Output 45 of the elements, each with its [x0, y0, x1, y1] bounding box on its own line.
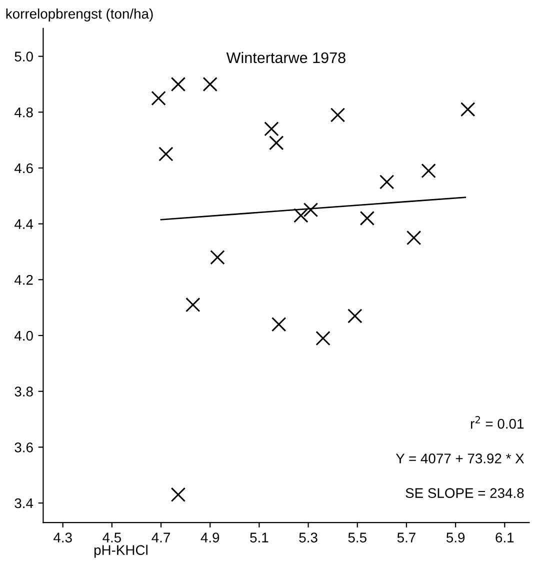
point	[170, 487, 186, 502]
y-tick-label: 5.0	[14, 52, 33, 62]
x-tick-label: 5.5	[348, 532, 366, 542]
x-tick-label: 5.1	[250, 532, 268, 542]
point	[264, 122, 279, 136]
x-tick-label: 5.3	[299, 532, 318, 542]
x-tick-label: 6.1	[496, 532, 514, 542]
y-tick-label: 3.6	[14, 442, 33, 452]
point	[170, 76, 186, 92]
x-tick-label: 5.7	[397, 532, 416, 542]
point	[202, 76, 218, 92]
point	[330, 108, 346, 122]
y-tick-label: 4.4	[14, 219, 34, 229]
annotation: r$^{2}$ = 0.01	[470, 416, 524, 429]
text: Wintertarwe 1978	[226, 52, 346, 64]
point	[360, 210, 375, 226]
x-tick-label: 4.7	[152, 532, 170, 542]
point	[271, 316, 286, 332]
y-tick-label: 4.0	[14, 330, 33, 341]
x-axis-title: pH-KHCl	[94, 544, 148, 558]
point	[348, 308, 362, 324]
y-tick-label: 4.8	[14, 107, 33, 118]
point	[158, 146, 174, 162]
x-tick-label: 5.9	[446, 532, 465, 542]
point	[316, 330, 330, 346]
point	[294, 208, 308, 223]
y-tick-label: 4.6	[14, 163, 33, 174]
x-tick-label: 4.3	[54, 532, 72, 542]
point	[210, 250, 225, 265]
point	[303, 202, 318, 218]
y-tick-label: 4.2	[14, 275, 33, 285]
point	[151, 90, 166, 106]
point	[269, 136, 284, 150]
y-axis-title: korrelopbrengst (ton/ha)	[6, 8, 153, 22]
point	[406, 230, 422, 246]
point	[379, 174, 394, 190]
point	[460, 102, 476, 117]
y-tick-label: 3.4	[14, 498, 34, 508]
annotation: Y = 4077 + 73.92 * X	[396, 454, 524, 464]
y-tick-label: 3.8	[14, 386, 33, 397]
x-tick-label: 4.5	[102, 532, 121, 542]
x-tick-label: 4.9	[200, 532, 220, 542]
point	[421, 163, 436, 178]
point	[186, 297, 200, 312]
annotation: SE SLOPE = 234.8	[406, 488, 524, 498]
